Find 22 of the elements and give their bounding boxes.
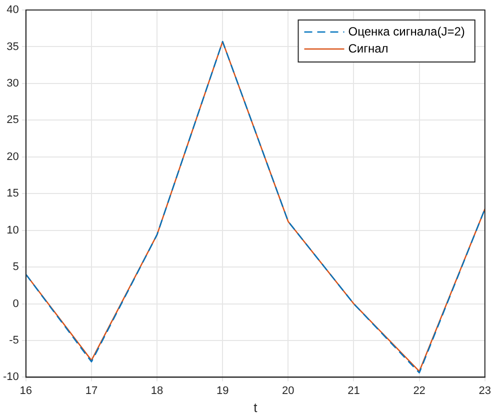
y-tick-label: 35 bbox=[6, 40, 19, 53]
y-tick-label: -5 bbox=[9, 334, 19, 347]
x-tick-label: 17 bbox=[85, 384, 98, 397]
y-tick-label: 10 bbox=[6, 224, 19, 236]
y-tick-label: 0 bbox=[12, 298, 19, 310]
y-tick-label: -10 bbox=[2, 371, 19, 384]
x-tick-label: 22 bbox=[413, 384, 426, 397]
x-tick-label: 23 bbox=[478, 384, 492, 397]
y-tick-label: 40 bbox=[6, 4, 19, 16]
y-tick-label: 20 bbox=[6, 150, 19, 163]
y-tick-label: 25 bbox=[6, 114, 19, 126]
x-tick-label: 16 bbox=[20, 384, 32, 397]
x-tick-label: 20 bbox=[282, 384, 294, 397]
x-tick-label: 18 bbox=[150, 384, 164, 397]
y-tick-label: 30 bbox=[6, 77, 19, 90]
y-tick-label: 15 bbox=[6, 188, 19, 200]
legend-label: Сигнал bbox=[348, 41, 388, 56]
legend-label: Оценка сигнала(J=2) bbox=[348, 24, 465, 38]
x-axis-title: t bbox=[254, 400, 258, 415]
x-tick-label: 19 bbox=[216, 384, 229, 397]
x-tick-label: 21 bbox=[348, 384, 360, 397]
y-tick-label: 5 bbox=[12, 261, 19, 274]
